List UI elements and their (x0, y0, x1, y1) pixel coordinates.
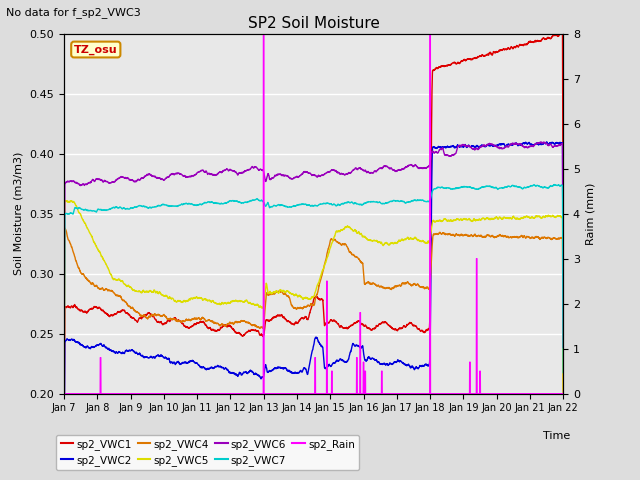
Text: No data for f_sp2_VWC3: No data for f_sp2_VWC3 (6, 7, 141, 18)
Y-axis label: Raim (mm): Raim (mm) (586, 182, 596, 245)
Title: SP2 Soil Moisture: SP2 Soil Moisture (248, 16, 380, 31)
Y-axis label: Soil Moisture (m3/m3): Soil Moisture (m3/m3) (14, 152, 24, 276)
Text: TZ_osu: TZ_osu (74, 44, 118, 55)
Legend: sp2_VWC1, sp2_VWC2, sp2_VWC4, sp2_VWC5, sp2_VWC6, sp2_VWC7, sp2_Rain: sp2_VWC1, sp2_VWC2, sp2_VWC4, sp2_VWC5, … (56, 434, 359, 470)
Text: Time: Time (543, 431, 570, 441)
